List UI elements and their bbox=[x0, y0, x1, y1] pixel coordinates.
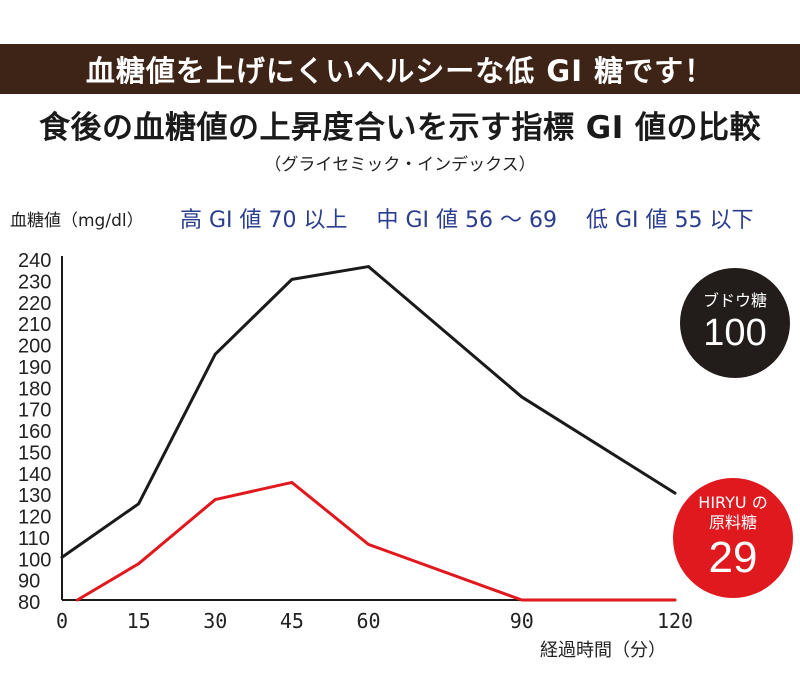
gi-range-legend: 高 GI 値 70 以上 中 GI 値 56 〜 69 低 GI 値 55 以下 bbox=[180, 202, 776, 234]
x-axis-label: 経過時間（分） bbox=[540, 640, 666, 661]
y-tick-label: 210 bbox=[18, 314, 51, 336]
y-tick-label: 150 bbox=[18, 442, 51, 464]
glucose-series-line bbox=[60, 265, 677, 559]
y-tick-label: 170 bbox=[18, 400, 51, 422]
hiryu-series-line bbox=[75, 480, 677, 602]
y-tick-label: 140 bbox=[18, 464, 51, 486]
gi-range-mid: 中 GI 値 56 〜 69 bbox=[376, 208, 558, 233]
y-tick-label: 130 bbox=[18, 485, 51, 507]
y-tick-label: 180 bbox=[18, 378, 51, 400]
page-subtitle: （グライセミック・インデックス） bbox=[264, 155, 536, 175]
y-tick-label: 90 bbox=[18, 571, 40, 593]
glucose-badge: ブドウ糖 100 bbox=[680, 268, 790, 378]
y-tick-label: 230 bbox=[18, 271, 51, 293]
hiryu-badge-label-2: 原料糖 bbox=[708, 513, 757, 532]
y-tick-label: 80 bbox=[18, 592, 40, 614]
y-tick-label: 110 bbox=[18, 528, 50, 550]
y-tick-label: 220 bbox=[18, 293, 51, 315]
page-title: 食後の血糖値の上昇度合いを示す指標 GI 値の比較 bbox=[38, 110, 762, 146]
gi-range-low: 低 GI 値 55 以下 bbox=[586, 208, 754, 233]
hiryu-badge-label-1: HIRYU の bbox=[698, 493, 768, 512]
x-tick-label: 15 bbox=[127, 609, 151, 633]
header-banner: 血糖値を上げにくいヘルシーな低 GI 糖です！ bbox=[0, 44, 800, 94]
gi-range-high: 高 GI 値 70 以上 bbox=[180, 208, 348, 233]
glucose-badge-value: 100 bbox=[703, 312, 767, 354]
x-tick-label: 30 bbox=[203, 609, 227, 633]
y-tick-label: 240 bbox=[18, 250, 51, 272]
banner-text: 血糖値を上げにくいヘルシーな低 GI 糖です！ bbox=[85, 54, 715, 88]
y-axis-label: 血糖値（mg/dl） bbox=[10, 211, 144, 231]
y-tick-label: 160 bbox=[18, 421, 51, 443]
y-tick-label: 120 bbox=[18, 507, 51, 529]
y-tick-label: 190 bbox=[18, 357, 51, 379]
x-tick-label: 90 bbox=[510, 609, 534, 633]
x-tick-label: 60 bbox=[356, 609, 380, 633]
y-tick-label: 200 bbox=[18, 336, 51, 358]
hiryu-badge-value: 29 bbox=[708, 533, 758, 582]
hiryu-badge: HIRYU の 原料糖 29 bbox=[673, 478, 793, 598]
x-tick-label: 0 bbox=[56, 609, 68, 633]
x-tick-label: 120 bbox=[657, 609, 693, 633]
glucose-badge-label: ブドウ糖 bbox=[702, 291, 767, 310]
x-tick-label: 45 bbox=[280, 609, 304, 633]
y-tick-label: 100 bbox=[18, 549, 51, 571]
